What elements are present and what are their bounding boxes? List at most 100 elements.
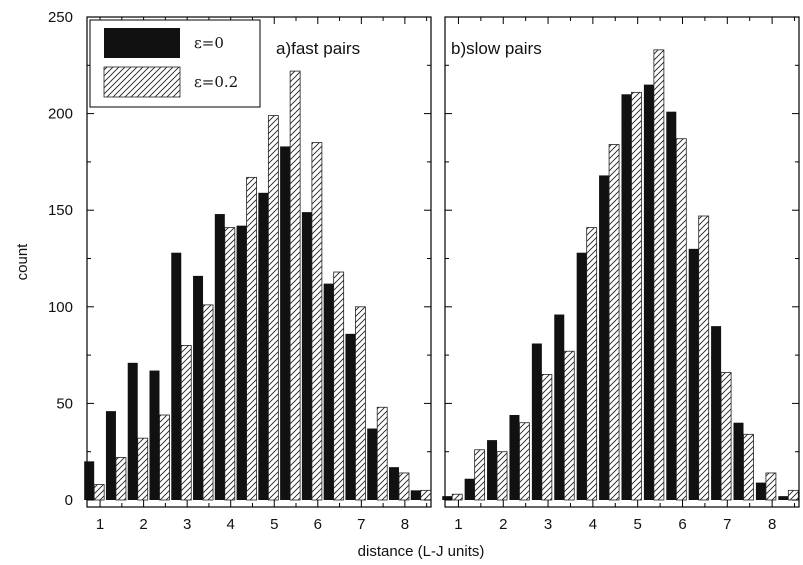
legend: ε=0 ε=0.2	[89, 19, 261, 108]
x-tick-label: 4	[227, 516, 235, 533]
bar-eps0	[193, 275, 204, 500]
y-tick-label: 0	[65, 492, 73, 509]
x-tick-label: 6	[678, 516, 686, 533]
bar-eps02	[333, 271, 345, 501]
x-tick-label: 3	[544, 516, 552, 533]
y-tick-label: 200	[48, 106, 73, 123]
bar-eps02	[586, 227, 598, 501]
bar-eps02	[180, 345, 192, 501]
legend-swatch-hatched	[103, 66, 181, 98]
bar-eps02	[267, 115, 279, 501]
bar-eps02	[519, 422, 530, 501]
bar-eps0	[487, 440, 498, 500]
x-tick-label: 2	[499, 516, 507, 533]
bar-eps0	[280, 146, 291, 500]
bar-eps0	[367, 428, 378, 500]
x-tick-label: 7	[357, 516, 365, 533]
bar-eps0	[442, 496, 453, 500]
y-tick-label: 250	[48, 9, 73, 26]
bar-eps0	[509, 414, 520, 500]
bar-eps02	[743, 433, 754, 501]
x-tick-label: 7	[723, 516, 731, 533]
bar-eps0	[464, 478, 475, 500]
bar-eps0	[214, 214, 225, 500]
panel-a-title: a)fast pairs	[276, 39, 360, 58]
bar-eps02	[631, 91, 642, 501]
y-tick-label: 50	[56, 395, 73, 412]
legend-label-eps02: ε=0.2	[194, 73, 238, 91]
bar-eps0	[127, 362, 138, 500]
bar-eps0	[301, 212, 312, 500]
bar-eps02	[289, 70, 301, 501]
bar-eps0	[554, 314, 565, 500]
bar-eps0	[410, 490, 421, 500]
bar-eps02	[159, 414, 170, 501]
bar-eps02	[474, 449, 486, 501]
bar-eps0	[388, 467, 399, 500]
bar-eps02	[765, 472, 777, 501]
bar-eps0	[105, 411, 116, 500]
bar-eps02	[224, 227, 236, 501]
y-tick-label: 100	[48, 299, 73, 316]
bar-eps02	[675, 138, 687, 501]
x-axis-label: distance (L-J units)	[358, 543, 485, 560]
panel-a-bars	[84, 70, 432, 501]
bar-eps02	[698, 215, 710, 501]
x-tick-label: 8	[401, 516, 409, 533]
bar-eps0	[733, 422, 744, 500]
bar-eps02	[202, 304, 214, 501]
x-tick-label: 8	[768, 516, 776, 533]
x-tick-label: 1	[454, 516, 462, 533]
bar-eps0	[778, 496, 789, 500]
y-tick-label: 150	[48, 202, 73, 219]
bar-eps0	[711, 326, 722, 500]
bar-eps02	[376, 406, 388, 501]
panel-b-frame	[444, 16, 800, 508]
bar-eps02	[355, 306, 366, 501]
bar-eps02	[451, 493, 463, 501]
bar-eps0	[531, 343, 542, 500]
bar-eps02	[93, 484, 105, 501]
x-tick-label: 5	[634, 516, 642, 533]
panel-b: 1 2 3 4 5 6 7 8 b)slow pairs	[442, 16, 800, 533]
bar-eps0	[643, 84, 654, 501]
bar-eps02	[608, 144, 620, 501]
bar-eps0	[666, 111, 677, 500]
bar-eps02	[398, 472, 410, 501]
panel-b-ticks: 1 2 3 4 5 6 7 8	[445, 16, 799, 533]
bar-eps02	[653, 49, 665, 501]
y-axis-label: count	[14, 243, 31, 281]
bar-eps0	[323, 283, 334, 500]
bar-eps02	[563, 350, 575, 501]
x-tick-label: 5	[270, 516, 278, 533]
bar-eps02	[541, 374, 553, 501]
bar-eps02	[496, 451, 508, 501]
bar-eps0	[576, 252, 587, 500]
bar-eps02	[311, 142, 323, 501]
bar-eps02	[137, 437, 149, 501]
bar-eps0	[171, 252, 182, 500]
bar-eps02	[420, 489, 432, 501]
bar-eps0	[258, 192, 269, 500]
bar-eps02	[246, 176, 257, 501]
panel-b-title: b)slow pairs	[451, 39, 542, 58]
x-tick-label: 4	[589, 516, 597, 533]
x-tick-label: 2	[139, 516, 147, 533]
legend-swatch-solid	[104, 28, 180, 58]
panel-b-bars	[442, 49, 799, 501]
bar-eps0	[345, 333, 356, 500]
bar-eps0	[755, 482, 766, 500]
x-tick-label: 6	[314, 516, 322, 533]
panel-a-ticks: 1 2 3 4 5 6 7 8 0 50 100 150 200 250	[48, 9, 431, 533]
legend-label-eps0: ε=0	[194, 34, 224, 52]
bar-eps02	[115, 457, 127, 501]
bar-eps0	[688, 248, 699, 500]
bar-eps0	[599, 175, 610, 500]
panel-a-frame	[86, 16, 432, 508]
bar-eps0	[84, 461, 95, 500]
panel-a: 1 2 3 4 5 6 7 8 0 50 100 150 200 250 a)fast pairs ε=0…	[48, 9, 432, 533]
bar-eps02	[720, 372, 732, 501]
bar-eps0	[621, 94, 632, 500]
bar-eps0	[149, 370, 160, 500]
